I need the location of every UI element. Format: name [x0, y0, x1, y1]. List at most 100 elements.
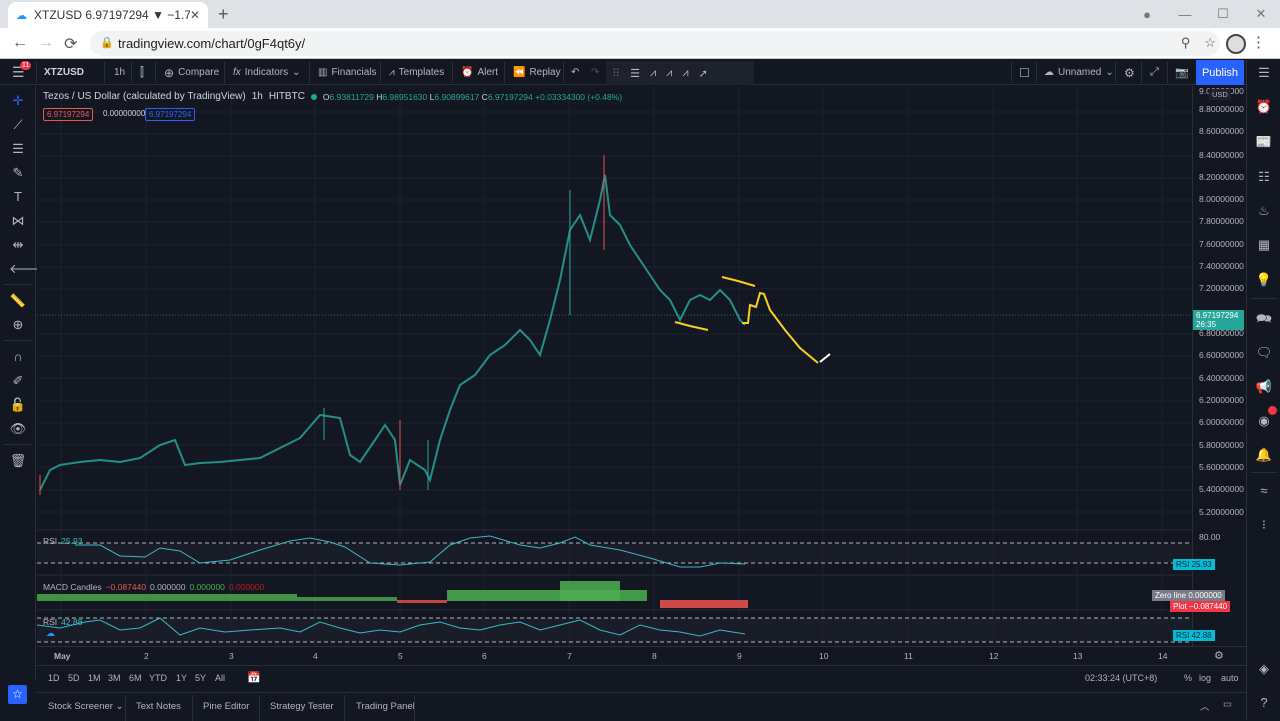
log-toggle[interactable]: log — [1199, 673, 1212, 683]
tab-stock-screener[interactable]: Stock Screener ⌄ — [48, 701, 124, 712]
forward-button[interactable]: → — [38, 34, 54, 51]
range-5y[interactable]: 5Y — [195, 673, 207, 683]
lock-drawing-icon[interactable]: ✐ — [12, 373, 24, 388]
collapse-panel-chevron-up-icon[interactable]: ︿ — [1200, 702, 1210, 713]
buy-price-box[interactable]: 6.97197294 — [145, 108, 196, 121]
rsi2-legend[interactable]: RSI 42.88 — [43, 617, 83, 627]
abcd-pattern-icon[interactable]: ⩘ — [649, 66, 657, 79]
templates-button[interactable]: ⩘ Templates — [385, 60, 448, 85]
hotlists-flame-icon[interactable]: ♨ — [1258, 203, 1270, 218]
alert-button[interactable]: ⏰ Alert — [457, 60, 502, 85]
close-tab-icon[interactable]: ✕ — [189, 8, 200, 22]
url-field[interactable]: 🔒 tradingview.com/chart/0gF4qt6y/ — [90, 31, 1220, 56]
crosshair-icon[interactable]: ✛ — [12, 93, 24, 108]
macd-legend[interactable]: MACD Candles −0.087440 0.000000 0.000000… — [43, 582, 265, 592]
chart-pane[interactable] — [36, 86, 1192, 646]
zoom-in-icon[interactable]: ⊕ — [12, 317, 24, 332]
streams-icon[interactable]: 📢 — [1255, 379, 1273, 394]
back-arrow-icon[interactable]: 🡐 — [9, 261, 44, 276]
go-to-date-icon[interactable]: 📅 — [247, 672, 261, 684]
back-button[interactable]: ← — [12, 34, 28, 51]
magnet-icon[interactable]: ∩ — [13, 349, 23, 364]
undo-button[interactable]: ↶ — [571, 67, 580, 78]
lines-tool-icon[interactable]: ☰ — [630, 67, 640, 80]
help-icon[interactable]: ? — [1260, 695, 1268, 710]
publish-button[interactable]: Publish — [1196, 60, 1244, 85]
currency-label[interactable]: USD — [1209, 89, 1231, 100]
order-panel-icon[interactable]: ≈ — [1260, 483, 1268, 498]
close-window-button[interactable]: ✕ — [1255, 6, 1267, 21]
data-window-icon[interactable]: ☷ — [1258, 169, 1270, 184]
compare-button[interactable]: ⊕ Compare — [160, 60, 223, 85]
browser-menu-icon[interactable]: ⋮ — [1251, 34, 1266, 51]
watchlist-icon[interactable]: ☰ — [1258, 65, 1270, 80]
brush-icon[interactable]: ✎ — [12, 165, 24, 180]
time-axis[interactable]: May 2 3 4 5 6 7 8 9 10 11 12 13 14 ⚙ — [37, 646, 1246, 664]
dom-icon[interactable]: ⁝ — [1261, 517, 1267, 532]
trend-line-icon[interactable]: ⟋ — [13, 117, 23, 132]
ruler-icon[interactable]: 📏 — [9, 293, 27, 308]
eye-hide-icon[interactable]: 👁 — [9, 421, 27, 436]
redo-button[interactable]: ↷ — [591, 67, 600, 78]
range-all[interactable]: All — [215, 673, 226, 683]
chart-type-candles-icon[interactable]: ⫿ — [140, 65, 144, 79]
range-1m[interactable]: 1M — [88, 673, 101, 683]
text-tool-icon[interactable]: T — [14, 189, 22, 204]
axis-settings-gear-icon[interactable]: ⚙ — [1214, 650, 1224, 662]
replay-button[interactable]: ⏪ Replay — [509, 60, 565, 85]
drag-handle-icon[interactable]: ⠿ — [612, 67, 621, 80]
fib-retracement-icon[interactable]: ☰ — [12, 141, 24, 156]
maximize-panel-icon[interactable]: ▭ — [1223, 699, 1232, 710]
tab-trading-panel[interactable]: Trading Panel — [356, 701, 415, 712]
indicators-button[interactable]: fx Indicators ⌄ — [229, 60, 305, 85]
settings-gear-icon[interactable]: ⚙ — [1124, 65, 1135, 80]
favorites-star-icon[interactable]: ☆ — [8, 685, 27, 704]
range-6m[interactable]: 6M — [129, 673, 142, 683]
zoom-icon[interactable]: ⚲ — [1180, 35, 1191, 50]
range-1y[interactable]: 1Y — [176, 673, 188, 683]
reload-button[interactable]: ⟳ — [64, 36, 78, 53]
notifications-bell-icon[interactable]: 🔔 — [1255, 447, 1273, 462]
financials-button[interactable]: ▥ Financials — [314, 60, 380, 85]
percent-toggle[interactable]: % — [1184, 673, 1193, 683]
camera-snapshot-icon[interactable]: 📷 — [1175, 67, 1189, 79]
profile-avatar[interactable] — [1226, 34, 1246, 54]
range-ytd[interactable]: YTD — [149, 673, 167, 683]
maximize-button[interactable]: ☐ — [1217, 6, 1229, 21]
trash-icon[interactable]: 🗑 — [9, 453, 27, 468]
live-streams-icon[interactable]: ◉ — [1258, 413, 1270, 428]
range-3m[interactable]: 3M — [108, 673, 121, 683]
range-5d[interactable]: 5D — [68, 673, 80, 683]
alerts-clock-icon[interactable]: ⏰ — [1255, 99, 1273, 114]
lock-icon[interactable]: 🔓 — [9, 397, 27, 412]
layers-icon[interactable]: ◈ — [1259, 661, 1269, 676]
clock-time[interactable]: 02:33:24 (UTC+8) — [1085, 673, 1158, 683]
auto-toggle[interactable]: auto — [1221, 673, 1239, 683]
pattern-icon[interactable]: ⋈ — [11, 213, 25, 228]
prediction-icon[interactable]: ⇹ — [12, 237, 24, 252]
layout-name-button[interactable]: ☁ Unnamed ⌄ — [1040, 60, 1118, 85]
new-tab-button[interactable]: + — [218, 4, 229, 24]
tab-pine-editor[interactable]: Pine Editor — [203, 701, 250, 712]
calendar-icon[interactable]: ▦ — [1257, 237, 1271, 252]
chats-icon[interactable]: 🗪 — [1255, 311, 1273, 326]
symbol-search[interactable]: XTZUSD — [44, 67, 84, 78]
cursor-icon[interactable]: ➚ — [698, 67, 708, 80]
wxy-pattern-icon[interactable]: ⩘ — [682, 66, 689, 79]
profile-download-icon[interactable]: ● — [1143, 6, 1151, 22]
ideas-lightbulb-icon[interactable]: 💡 — [1255, 272, 1273, 287]
tab-strategy-tester[interactable]: Strategy Tester — [270, 701, 334, 712]
interval-button[interactable]: 1h — [114, 67, 126, 78]
fullscreen-icon[interactable]: ⤢ — [1150, 66, 1159, 78]
legend-title[interactable]: Tezos / US Dollar (calculated by Trading… — [43, 91, 246, 102]
select-layout-icon[interactable]: ☐ — [1019, 65, 1030, 80]
wave-pattern-icon[interactable]: ⩘ — [666, 66, 673, 79]
minimize-button[interactable]: — — [1178, 6, 1192, 22]
news-icon[interactable]: 📰 — [1255, 134, 1273, 149]
bookmark-star-icon[interactable]: ☆ — [1204, 35, 1216, 50]
range-1d[interactable]: 1D — [48, 673, 60, 683]
messages-icon[interactable]: 🗨 — [1255, 345, 1273, 360]
browser-tab[interactable]: ☁ XTZUSD 6.97197294 ▼ −1.79% U ✕ — [8, 2, 208, 28]
sell-price-box[interactable]: 6.97197294 — [43, 108, 94, 121]
rsi1-legend[interactable]: RSI 25.93 — [43, 536, 83, 546]
